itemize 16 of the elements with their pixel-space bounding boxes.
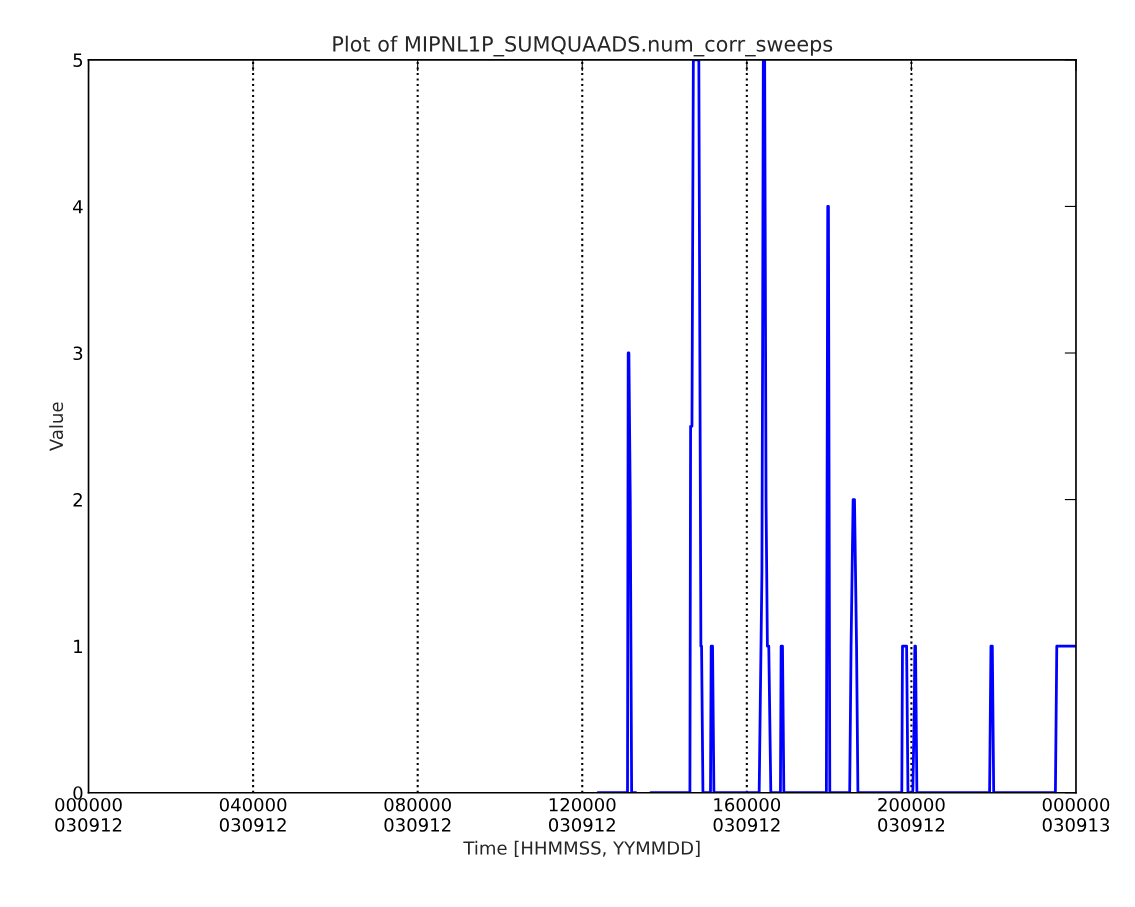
y-tick-label: 2 bbox=[73, 493, 82, 507]
y-tick-label: 1 bbox=[74, 639, 82, 654]
x-tick-label: 000000 030912 bbox=[55, 797, 122, 832]
y-tick-label: 0 bbox=[73, 786, 83, 800]
x-axis-title: Time [HHMMSS, YYMMDD] bbox=[463, 840, 700, 857]
x-tick-label: 200000 030912 bbox=[878, 797, 945, 832]
x-tick-label: 080000 030912 bbox=[384, 797, 451, 832]
y-axis-title: Value bbox=[49, 402, 64, 451]
y-tick-label: 4 bbox=[73, 200, 83, 214]
x-tick-label: 120000 030912 bbox=[548, 797, 616, 832]
y-tick-label: 5 bbox=[73, 53, 83, 67]
y-tick-label: 3 bbox=[73, 346, 83, 361]
x-tick-label: 040000 030912 bbox=[219, 797, 287, 832]
chart-title: Plot of MIPNL1P_SUMQUAADS.num_corr_sweeps bbox=[333, 35, 833, 57]
x-tick-label: 160000 030912 bbox=[713, 797, 781, 832]
x-tick-label: 000000 030913 bbox=[1042, 797, 1110, 832]
